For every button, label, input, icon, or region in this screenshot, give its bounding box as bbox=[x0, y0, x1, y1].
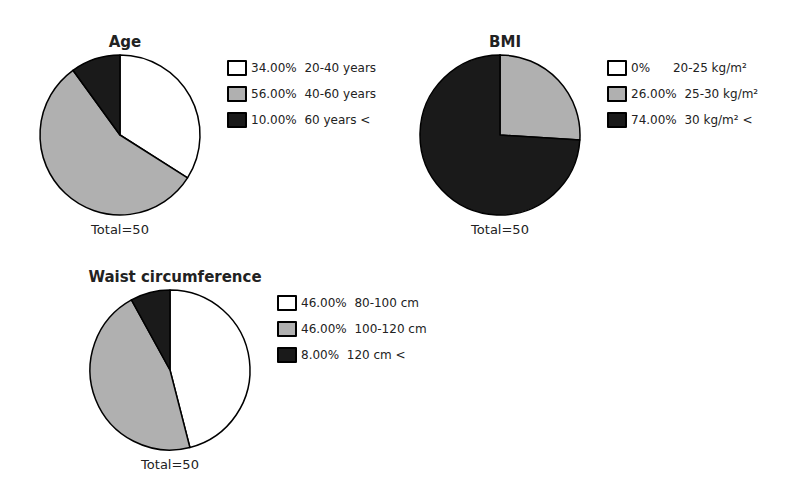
svg-text:Waist circumference: Waist circumference bbox=[88, 268, 261, 286]
svg-text:Total=50: Total=50 bbox=[140, 457, 199, 472]
svg-text:46.00% 100-120 cm: 46.00% 100-120 cm bbox=[301, 322, 427, 336]
svg-text:10.00% 60 years <: 10.00% 60 years < bbox=[251, 113, 370, 127]
svg-text:34.00% 20-40 years: 34.00% 20-40 years bbox=[251, 61, 376, 75]
svg-text:56.00% 40-60 years: 56.00% 40-60 years bbox=[251, 87, 376, 101]
svg-text:74.00% 30 kg/m² <: 74.00% 30 kg/m² < bbox=[631, 113, 752, 127]
svg-text:46.00% 80-100 cm: 46.00% 80-100 cm bbox=[301, 296, 419, 310]
svg-text:Age: Age bbox=[109, 33, 142, 51]
svg-text:26.00% 25-30 kg/m²: 26.00% 25-30 kg/m² bbox=[631, 87, 758, 101]
svg-text:Total=50: Total=50 bbox=[470, 222, 529, 237]
svg-text:Total=50: Total=50 bbox=[90, 222, 149, 237]
svg-text:8.00% 120 cm <: 8.00% 120 cm < bbox=[301, 348, 406, 362]
svg-text:0% 20-25 kg/m²: 0% 20-25 kg/m² bbox=[631, 61, 747, 75]
svg-text:BMI: BMI bbox=[489, 33, 521, 51]
